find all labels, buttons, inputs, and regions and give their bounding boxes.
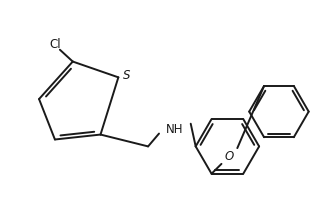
Text: Cl: Cl bbox=[49, 38, 61, 51]
Text: NH: NH bbox=[166, 123, 184, 136]
Text: S: S bbox=[123, 69, 131, 82]
Text: O: O bbox=[225, 150, 234, 163]
